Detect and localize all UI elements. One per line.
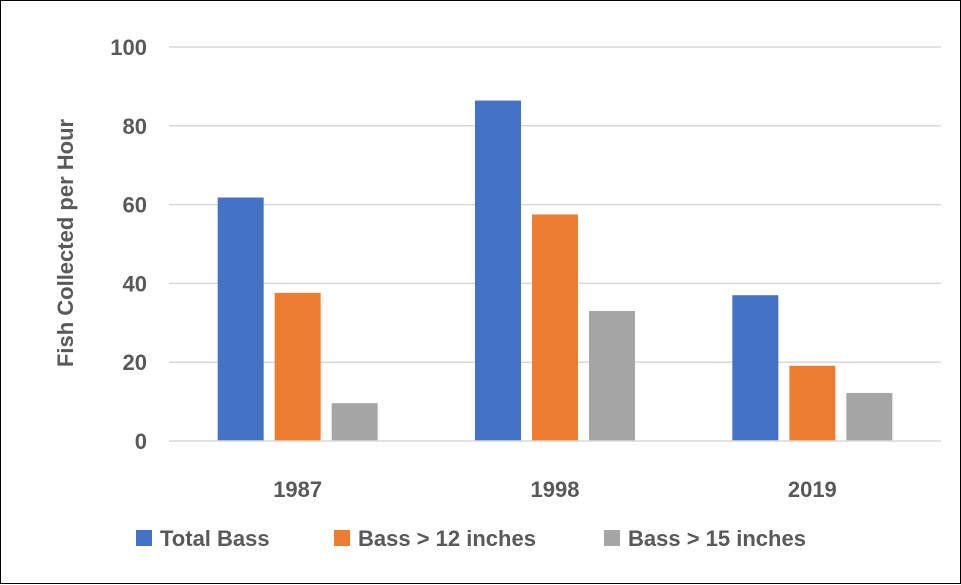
legend-entry: Bass > 15 inches [628, 526, 806, 551]
y-tick-label: 0 [135, 429, 147, 454]
bar-2019-series-2 [846, 392, 893, 441]
legend-swatch [604, 530, 620, 546]
legend-entry: Bass > 12 inches [358, 526, 536, 551]
bars [217, 100, 893, 442]
bar-1987-series-1 [274, 292, 321, 441]
bar-2019-series-1 [789, 365, 836, 441]
legend-entry: Total Bass [160, 526, 270, 551]
legend-swatch [136, 530, 152, 546]
y-tick-label: 100 [110, 35, 147, 60]
bar-1998-series-2 [589, 310, 635, 441]
legend: Total Bass Bass > 12 inches Bass > 15 inch… [136, 526, 806, 551]
x-tick-label: 2019 [788, 477, 837, 502]
y-axis-ticks: 0 20 40 60 80 100 [110, 35, 147, 454]
legend-swatch [334, 530, 350, 546]
y-tick-label: 80 [123, 114, 147, 139]
bar-2019-series-0 [732, 295, 779, 441]
bar-1987-series-2 [331, 403, 378, 441]
gridlines [169, 46, 941, 363]
x-axis-ticks: 1987 1998 2019 [273, 477, 837, 502]
y-tick-label: 60 [123, 193, 147, 218]
y-tick-label: 20 [123, 350, 147, 375]
bar-1998-series-1 [532, 214, 578, 441]
y-axis-label: Fish Collected per Hour [53, 118, 78, 367]
x-tick-label: 1998 [531, 477, 580, 502]
bar-1998-series-0 [475, 100, 521, 442]
bar-1987-series-0 [217, 197, 264, 441]
x-tick-label: 1987 [273, 477, 322, 502]
y-tick-label: 40 [123, 271, 147, 296]
